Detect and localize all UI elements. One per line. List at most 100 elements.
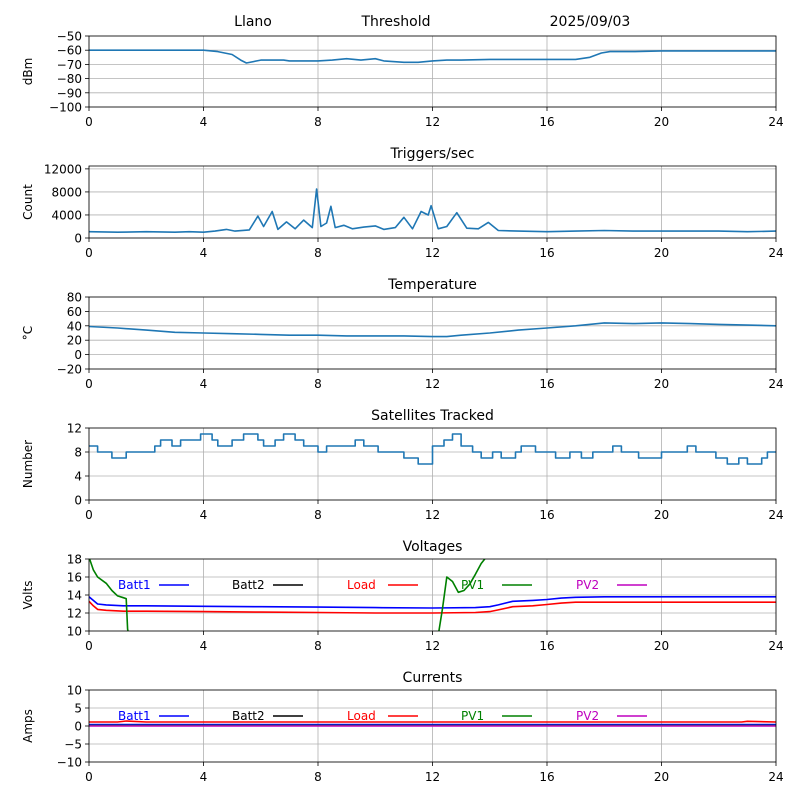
x-tick-label: 0: [85, 639, 93, 653]
y-tick-label: 0: [74, 720, 82, 734]
triggers-y-axis: 0 4000 8000 12000: [44, 162, 89, 246]
legend-label-load: Load: [347, 578, 376, 592]
y-tick-label: −100: [49, 101, 82, 115]
temperature-x-axis: 0 4 8 12 16 20 24: [85, 369, 784, 391]
x-tick-label: 24: [768, 508, 783, 522]
signal-panel: 0 4 8 12 16 20 24 −100−90−80−70−60−50 dBm: [21, 30, 784, 130]
x-tick-label: 24: [768, 246, 783, 260]
signal-series: [89, 49, 776, 64]
x-tick-label: 12: [425, 246, 440, 260]
currents-legend: Batt1 Batt2 Load PV1 PV2: [118, 709, 647, 723]
currents-x-axis: 0 4 8 12 16 20 24: [85, 762, 784, 784]
voltages-title: Voltages: [403, 539, 463, 555]
legend-label-batt2: Batt2: [232, 578, 265, 592]
figure-header: Llano Threshold 2025/09/03: [234, 14, 630, 30]
satellites-y-label: Number: [21, 440, 35, 488]
series-line-satellites: [89, 433, 776, 465]
site-name: Llano: [234, 14, 272, 30]
x-tick-label: 0: [85, 508, 93, 522]
x-tick-label: 20: [654, 377, 669, 391]
y-tick-label: 0: [74, 232, 82, 246]
series-line-load: [89, 600, 776, 614]
x-tick-label: 20: [654, 115, 669, 129]
y-tick-label: 12000: [44, 162, 82, 176]
y-tick-label: −10: [57, 756, 82, 770]
x-tick-label: 4: [200, 377, 208, 391]
signal-y-axis: −100−90−80−70−60−50: [49, 30, 89, 115]
x-tick-label: 12: [425, 508, 440, 522]
y-tick-label: −90: [57, 86, 82, 100]
x-tick-label: 20: [654, 639, 669, 653]
voltages-y-label: Volts: [21, 581, 35, 610]
x-tick-label: 12: [425, 377, 440, 391]
currents-title: Currents: [403, 670, 463, 686]
x-tick-label: 16: [539, 115, 554, 129]
currents-series: [89, 720, 776, 727]
x-tick-label: 0: [85, 770, 93, 784]
x-tick-label: 16: [539, 639, 554, 653]
mode-label: Threshold: [361, 14, 431, 30]
voltages-y-axis: 10 12 14 16 18: [67, 553, 89, 639]
series-line-pv1: [89, 559, 486, 631]
legend-label-pv2: PV2: [576, 709, 599, 723]
triggers-y-label: Count: [21, 184, 35, 220]
series-line-temperature: [89, 322, 776, 338]
legend-label-batt1: Batt1: [118, 578, 151, 592]
triggers-title: Triggers/sec: [390, 146, 475, 162]
y-tick-label: 40: [67, 319, 82, 333]
y-tick-label: 4: [74, 470, 82, 484]
series-line-batt1: [89, 596, 776, 609]
x-tick-label: 12: [425, 115, 440, 129]
y-tick-label: 12: [67, 422, 82, 436]
y-tick-label: −20: [57, 363, 82, 377]
signal-grid: [88, 35, 777, 108]
x-tick-label: 24: [768, 770, 783, 784]
y-tick-label: −5: [64, 738, 82, 752]
y-tick-label: 8: [74, 446, 82, 460]
triggers-grid: [88, 166, 777, 239]
x-tick-label: 16: [539, 377, 554, 391]
voltages-series: [89, 559, 776, 631]
series-line-load: [89, 720, 776, 723]
y-tick-label: 8000: [51, 185, 82, 199]
date-label: 2025/09/03: [550, 14, 631, 30]
voltages-x-axis: 0 4 8 12 16 20 24: [85, 631, 784, 653]
x-tick-label: 16: [539, 508, 554, 522]
x-tick-label: 8: [314, 115, 322, 129]
x-tick-label: 8: [314, 639, 322, 653]
y-tick-label: 60: [67, 305, 82, 319]
x-tick-label: 4: [200, 246, 208, 260]
y-tick-label: 0: [74, 348, 82, 362]
temperature-title: Temperature: [387, 277, 477, 293]
x-tick-label: 24: [768, 639, 783, 653]
y-tick-label: −50: [57, 30, 82, 44]
triggers-series: [89, 188, 776, 233]
x-tick-label: 24: [768, 377, 783, 391]
satellites-y-axis: 0 4 8 12: [67, 422, 89, 508]
satellites-series: [89, 433, 776, 465]
series-line-signal: [89, 49, 776, 64]
x-tick-label: 8: [314, 377, 322, 391]
voltages-grid: [88, 558, 777, 632]
legend-label-pv1: PV1: [461, 578, 484, 592]
x-tick-label: 4: [200, 115, 208, 129]
y-tick-label: 14: [67, 589, 82, 603]
y-tick-label: 0: [74, 494, 82, 508]
y-tick-label: 5: [74, 702, 82, 716]
satellites-title: Satellites Tracked: [371, 408, 494, 424]
y-tick-label: 10: [67, 684, 82, 698]
x-tick-label: 4: [200, 639, 208, 653]
x-tick-label: 12: [425, 639, 440, 653]
legend-label-batt2: Batt2: [232, 709, 265, 723]
x-tick-label: 24: [768, 115, 783, 129]
x-tick-label: 16: [539, 770, 554, 784]
x-tick-label: 4: [200, 508, 208, 522]
x-tick-label: 20: [654, 508, 669, 522]
y-tick-label: 80: [67, 291, 82, 305]
currents-y-label: Amps: [21, 709, 35, 743]
temperature-y-label: °C: [21, 326, 35, 340]
x-tick-label: 12: [425, 770, 440, 784]
